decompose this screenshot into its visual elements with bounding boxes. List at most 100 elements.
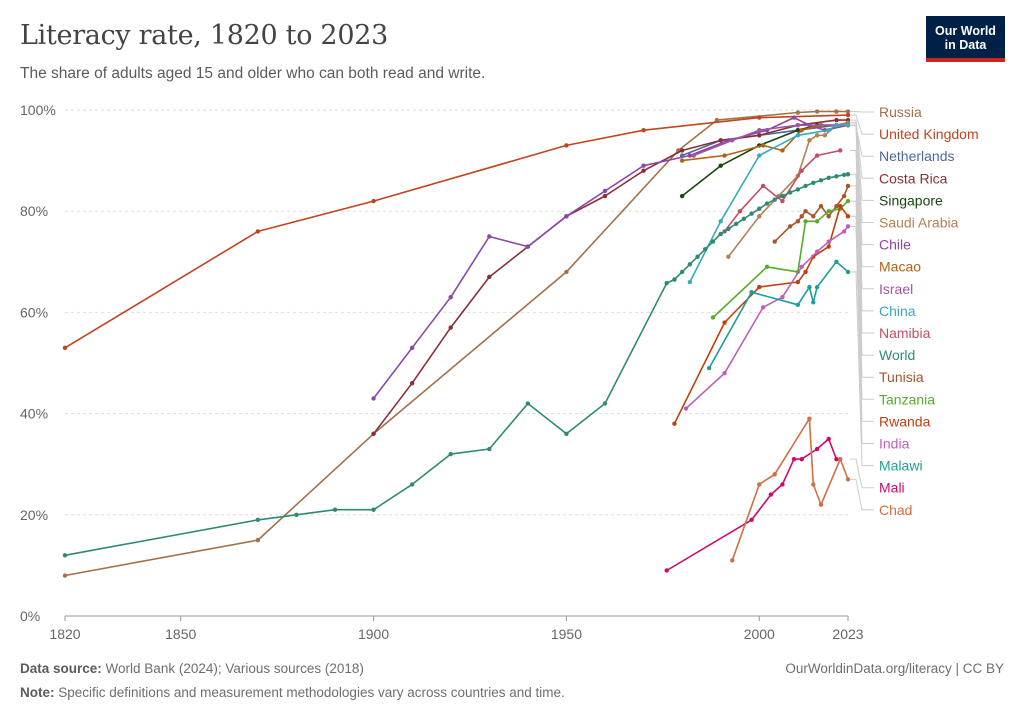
source-link[interactable]: OurWorldinData.org/literacy | CC BY (785, 661, 1004, 676)
data-point (799, 456, 804, 462)
data-point (733, 221, 739, 227)
data-point (525, 401, 531, 406)
series-line (372, 116, 849, 399)
data-point (780, 198, 785, 204)
data-point (795, 122, 801, 128)
legend-label-united-kingdom[interactable]: United Kingdom (879, 126, 979, 142)
legend-label-china[interactable]: China (879, 303, 916, 319)
data-point (814, 153, 820, 158)
legend-label-world[interactable]: World (879, 347, 915, 363)
data-point (749, 289, 754, 295)
data-point (641, 128, 646, 133)
legend-label-macao[interactable]: Macao (879, 259, 921, 275)
data-point (814, 133, 820, 138)
legend-connector (850, 111, 874, 113)
data-point (803, 209, 808, 214)
data-point (679, 158, 685, 163)
data-point (371, 431, 376, 437)
legend-label-rwanda[interactable]: Rwanda (879, 413, 931, 429)
data-point (695, 254, 700, 259)
data-point (710, 315, 716, 320)
data-point (760, 143, 766, 148)
legend-label-mali[interactable]: Mali (879, 480, 905, 496)
chart-title: Literacy rate, 1820 to 2023 (20, 20, 388, 51)
data-point (841, 172, 847, 177)
legend-connector (850, 225, 874, 444)
data-point (714, 117, 720, 123)
data-point (768, 492, 774, 497)
series-india[interactable] (683, 224, 851, 411)
logo-line-2: in Data (944, 38, 987, 52)
data-point (799, 214, 804, 219)
data-point (814, 219, 820, 224)
data-point (757, 284, 762, 290)
legend-label-saudi-arabia[interactable]: Saudi Arabia (879, 215, 959, 231)
data-point (845, 172, 851, 177)
legend-label-india[interactable]: India (879, 436, 910, 452)
series-chad[interactable] (730, 416, 851, 563)
data-point (687, 153, 693, 158)
series-tanzania[interactable] (710, 198, 851, 320)
series-line (685, 225, 849, 410)
legend-label-costa-rica[interactable]: Costa Rica (879, 170, 948, 186)
owid-logo[interactable]: Our World in Data (926, 16, 1005, 62)
data-point (757, 482, 762, 487)
data-point (718, 231, 723, 237)
legend-connector (850, 119, 874, 179)
data-point (834, 117, 839, 123)
data-point (807, 284, 812, 290)
data-point (564, 431, 569, 437)
legend-label-singapore[interactable]: Singapore (879, 192, 943, 208)
data-point (826, 214, 831, 219)
legend-label-israel[interactable]: Israel (879, 281, 913, 297)
series-rwanda[interactable] (672, 203, 851, 426)
legend-label-tunisia[interactable]: Tunisia (879, 369, 924, 385)
legend-label-chad[interactable]: Chad (879, 502, 912, 518)
series-world[interactable] (62, 172, 851, 558)
data-point (664, 280, 669, 286)
data-point (799, 128, 804, 133)
data-point (845, 477, 851, 482)
data-point (826, 239, 831, 244)
legend-label-malawi[interactable]: Malawi (879, 458, 923, 474)
series-costa-rica[interactable] (371, 117, 851, 437)
series-layer (62, 109, 851, 578)
legend-label-russia[interactable]: Russia (879, 104, 922, 120)
legend-connector (850, 150, 874, 334)
series-russia[interactable] (62, 109, 851, 578)
series-china[interactable] (687, 122, 851, 285)
data-point (718, 219, 723, 224)
legend-label-tanzania[interactable]: Tanzania (879, 391, 935, 407)
data-point (564, 143, 569, 148)
data-point (757, 214, 762, 219)
series-chile[interactable] (371, 115, 851, 401)
data-point (780, 482, 785, 487)
series-line (673, 205, 849, 425)
data-source: Data source: World Bank (2024); Various … (20, 661, 364, 676)
series-tunisia[interactable] (772, 183, 851, 244)
legend-label-netherlands[interactable]: Netherlands (879, 148, 955, 164)
data-point (294, 512, 299, 517)
data-point (672, 421, 677, 426)
series-united-kingdom[interactable] (62, 112, 851, 351)
data-point (525, 244, 531, 249)
data-point (791, 456, 797, 462)
y-tick-label: 100% (20, 102, 56, 118)
data-point (409, 381, 415, 386)
data-point (757, 128, 762, 133)
data-point (722, 370, 727, 376)
data-point (791, 115, 797, 120)
legend-label-namibia[interactable]: Namibia (879, 325, 931, 341)
data-point (826, 209, 831, 214)
data-point (718, 163, 723, 168)
series-mali[interactable] (664, 436, 839, 573)
data-point (718, 138, 723, 143)
data-point (730, 558, 735, 563)
series-malawi[interactable] (706, 259, 851, 371)
y-tick-label: 0% (20, 608, 40, 624)
legend-label-chile[interactable]: Chile (879, 237, 911, 253)
data-point (409, 482, 415, 487)
y-tick-label: 20% (20, 507, 48, 523)
data-point (703, 246, 708, 252)
series-line (64, 110, 848, 577)
